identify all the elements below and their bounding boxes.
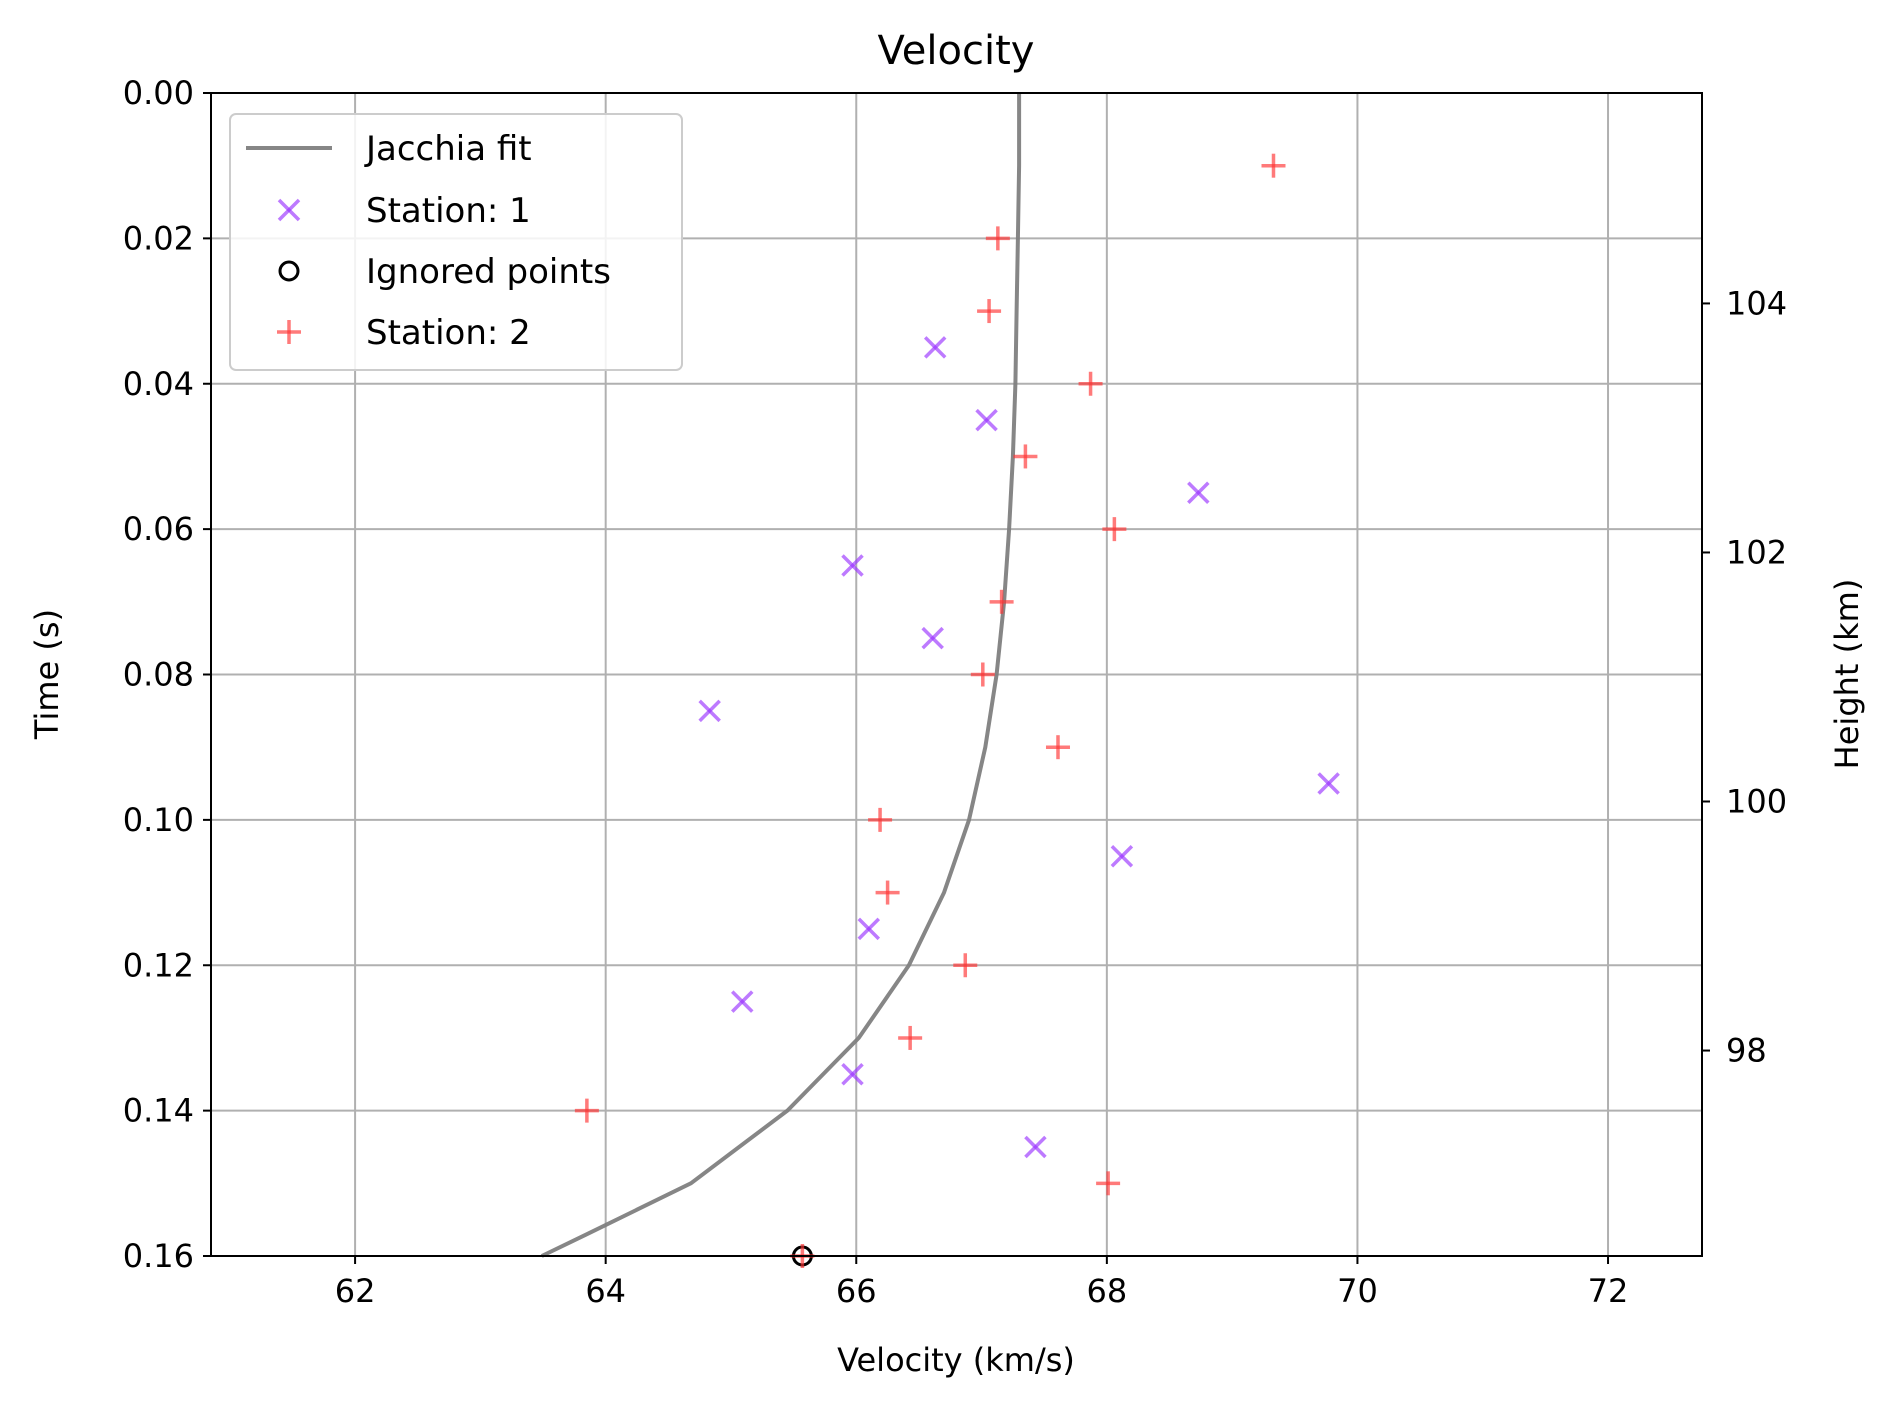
- y-tick-label: 0.04: [123, 365, 194, 403]
- station-1-point: [731, 990, 754, 1013]
- station-2-point: [898, 1025, 923, 1050]
- station-1-stroke: [841, 554, 864, 577]
- station-1-point: [923, 336, 947, 359]
- y-tick-label: 0.14: [123, 1092, 194, 1130]
- y2-tick-label: 100: [1726, 783, 1787, 821]
- x-tick-label: 70: [1337, 1272, 1378, 1310]
- jacchia-fit-line: [540, 93, 1022, 1258]
- legend-marker-ignored-points: [278, 260, 300, 282]
- station-2-point: [868, 807, 893, 832]
- legend-marker-station-1: [277, 198, 301, 222]
- y2-tick-label: 102: [1726, 533, 1787, 571]
- station-2-point: [989, 589, 1014, 614]
- station-1-point: [841, 1063, 864, 1086]
- x-tick-label: 66: [836, 1272, 877, 1310]
- y-tick-label: 0.06: [123, 510, 194, 548]
- y-axis-right: 98 100 102 104: [1702, 284, 1787, 1070]
- legend-label-jacchia-fit: Jacchia fit: [364, 129, 532, 169]
- station-1-stroke: [975, 408, 998, 432]
- legend-marker-station-2: [277, 320, 301, 344]
- y2-tick-label: 104: [1726, 284, 1787, 322]
- y2-tick-label: 98: [1726, 1032, 1767, 1070]
- x-axis: 62 64 66 68 70 72: [335, 1256, 1629, 1310]
- station-1-point: [921, 626, 944, 650]
- station-1-point: [1317, 772, 1340, 795]
- y-axis-label: Time (s): [28, 609, 66, 740]
- station-2-point: [1078, 371, 1103, 396]
- station-1-point: [841, 554, 864, 577]
- station-2-point: [1102, 517, 1127, 542]
- y-tick-label: 0.02: [123, 219, 194, 257]
- station-1-stroke: [1110, 844, 1134, 868]
- station-1-stroke: [1187, 481, 1210, 505]
- chart-title: Velocity: [878, 28, 1035, 74]
- station-1-stroke: [1317, 772, 1340, 795]
- station-1-stroke: [841, 1063, 864, 1086]
- station-1-stroke: [923, 336, 947, 359]
- station-2-point: [574, 1098, 599, 1123]
- station-1-point: [698, 699, 721, 723]
- y-tick-label: 0.08: [123, 656, 194, 694]
- y-tick-label: 0.00: [123, 74, 194, 112]
- x-tick-label: 64: [585, 1272, 626, 1310]
- station-2-point: [1045, 735, 1070, 760]
- station-1-point: [1110, 844, 1134, 868]
- y-tick-label: 0.12: [123, 946, 194, 984]
- x-axis-label: Velocity (km/s): [837, 1341, 1075, 1379]
- y-tick-label: 0.16: [123, 1237, 194, 1275]
- y-tick-label: 0.10: [123, 801, 194, 839]
- x-tick-label: 62: [335, 1272, 376, 1310]
- legend-label-station-1: Station: 1: [366, 191, 531, 231]
- x-tick-label: 72: [1588, 1272, 1629, 1310]
- station-1-stroke: [1024, 1135, 1047, 1159]
- legend-box: [229, 113, 683, 371]
- y-axis-left: 0.00 0.02 0.04 0.06 0.08 0.10 0.12 0.14 0.16: [123, 74, 211, 1275]
- legend-label-ignored-points: Ignored points: [366, 252, 611, 292]
- station-2-point: [875, 880, 900, 905]
- station-2-point: [985, 226, 1010, 251]
- station-2-point: [1261, 153, 1286, 178]
- station-1-point: [1024, 1135, 1047, 1159]
- legend-label-station-2: Station: 2: [366, 313, 531, 353]
- station-1-stroke: [857, 917, 881, 941]
- station-2-point: [977, 299, 1002, 324]
- legend: Jacchia fit Station: 1 Ignored points St…: [229, 113, 683, 371]
- station-2-point: [1096, 1171, 1121, 1196]
- station-1-stroke: [731, 990, 754, 1013]
- station-1-point: [975, 408, 998, 432]
- y2-axis-label: Height (km): [1828, 579, 1866, 770]
- station-2-point: [953, 953, 978, 978]
- station-1-point: [1187, 481, 1210, 505]
- station-1-stroke: [921, 626, 944, 650]
- station-1-stroke: [698, 699, 721, 723]
- station-2-point: [1013, 444, 1038, 469]
- station-2-point: [970, 662, 995, 687]
- station-1-point: [857, 917, 881, 941]
- x-tick-label: 68: [1086, 1272, 1127, 1310]
